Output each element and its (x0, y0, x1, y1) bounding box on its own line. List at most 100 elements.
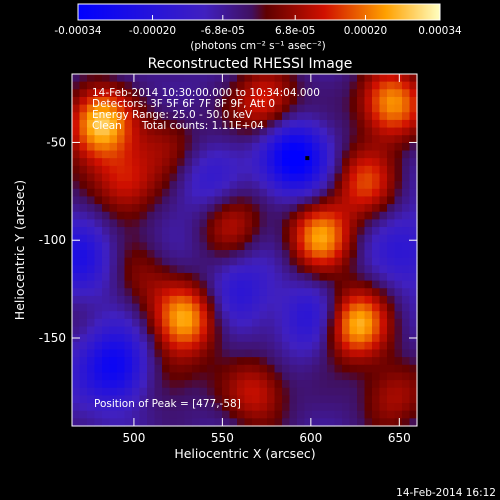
heatmap-cell (372, 257, 381, 266)
heatmap-cell (199, 150, 208, 159)
heatmap-cell (267, 272, 276, 282)
heatmap-cell (297, 89, 306, 98)
heatmap-cell (372, 303, 381, 312)
heatmap-cell (184, 165, 193, 175)
heatmap-cell (244, 357, 253, 366)
heatmap-cell (289, 196, 298, 205)
heatmap-cell (72, 295, 81, 305)
heatmap-cell (387, 173, 396, 182)
heatmap-cell (244, 188, 253, 198)
heatmap-cell (244, 227, 253, 236)
heatmap-cell (237, 295, 246, 305)
heatmap-cell (184, 280, 193, 289)
heatmap-cell (79, 142, 88, 152)
heatmap-cell (364, 403, 373, 412)
heatmap-cell (304, 211, 313, 220)
heatmap-cell (334, 395, 343, 404)
heatmap-cell (154, 380, 163, 389)
heatmap-cell (124, 242, 133, 251)
heatmap-cell (402, 311, 411, 320)
heatmap-cell (117, 219, 126, 228)
heatmap-cell (319, 188, 328, 198)
heatmap-cell (402, 418, 411, 427)
y-tick-label: -150 (39, 331, 66, 345)
heatmap-cell (169, 357, 178, 366)
heatmap-cell (184, 234, 193, 243)
heatmap-cell (319, 418, 328, 427)
heatmap-cell (259, 173, 268, 182)
heatmap-cell (139, 357, 148, 366)
heatmap-cell (214, 326, 223, 335)
x-tick-label: 600 (299, 431, 322, 445)
heatmap-cell (132, 295, 141, 305)
heatmap-cell (154, 364, 163, 374)
heatmap-cell (282, 257, 291, 266)
heatmap-cell (87, 410, 96, 419)
heatmap-cell (124, 96, 133, 106)
heatmap-cell (402, 334, 411, 343)
heatmap-cell (237, 234, 246, 243)
heatmap-cell (387, 165, 396, 175)
heatmap-cell (117, 158, 126, 167)
heatmap-cell (379, 127, 388, 136)
heatmap-cell (379, 326, 388, 335)
heatmap-cell (349, 204, 358, 213)
heatmap-cell (94, 181, 103, 190)
heatmap-cell (162, 150, 171, 159)
footer-timestamp: 14-Feb-2014 16:12 (396, 487, 496, 499)
heatmap-cell (312, 349, 321, 358)
heatmap-cell (184, 395, 193, 404)
heatmap-cell (199, 188, 208, 198)
heatmap-cell (289, 96, 298, 106)
heatmap-cell (147, 372, 156, 381)
heatmap-cell (342, 250, 351, 259)
heatmap-cell (289, 250, 298, 259)
heatmap-cell (214, 204, 223, 213)
heatmap-cell (177, 96, 186, 106)
heatmap-cell (274, 142, 283, 152)
heatmap-cell (304, 418, 313, 427)
heatmap-cell (222, 364, 231, 374)
heatmap-cell (379, 119, 388, 129)
heatmap-cell (327, 158, 336, 167)
heatmap-cell (409, 272, 418, 282)
heatmap-cell (237, 96, 246, 106)
heatmap-cell (319, 127, 328, 136)
heatmap-cell (349, 165, 358, 175)
axis-ticks: 500 550 600 650-50-100-150 (39, 74, 417, 445)
heatmap-cell (244, 150, 253, 159)
heatmap-cell (402, 257, 411, 266)
heatmap-cell (364, 311, 373, 320)
heatmap-cell (177, 395, 186, 404)
heatmap-cell (177, 341, 186, 351)
heatmap-cell (72, 395, 81, 404)
heatmap-cell (244, 104, 253, 113)
heatmap-cell (297, 250, 306, 259)
heatmap-cell (387, 104, 396, 113)
heatmap-cell (207, 280, 216, 289)
heatmap-cell (139, 81, 148, 90)
heatmap-cell (94, 188, 103, 198)
heatmap-cell (334, 181, 343, 190)
heatmap-cell (72, 74, 81, 83)
heatmap-cell (364, 89, 373, 98)
heatmap-cell (357, 150, 366, 159)
heatmap-cell (364, 96, 373, 106)
heatmap-cell (162, 326, 171, 335)
heatmap-cell (177, 257, 186, 266)
heatmap-cell (102, 250, 111, 259)
heatmap-cell (177, 280, 186, 289)
heatmap-cell (259, 380, 268, 389)
heatmap-cell (327, 112, 336, 121)
heatmap-cell (147, 135, 156, 144)
heatmap-cell (394, 372, 403, 381)
heatmap-cell (117, 211, 126, 220)
heatmap-cell (312, 387, 321, 396)
heatmap-cell (139, 387, 148, 396)
heatmap-cell (132, 418, 141, 427)
heatmap-cell (327, 357, 336, 366)
heatmap-cell (154, 326, 163, 335)
heatmap-cell (117, 81, 126, 90)
heatmap-cell (327, 142, 336, 152)
heatmap-cell (102, 119, 111, 129)
